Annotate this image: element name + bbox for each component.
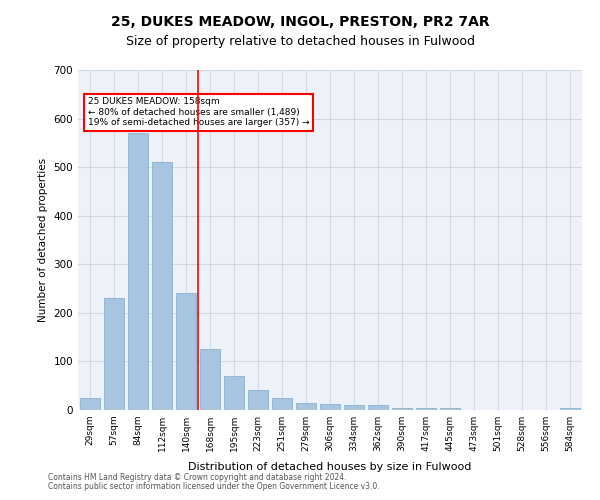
- Bar: [152, 162, 172, 410]
- Bar: [176, 294, 196, 410]
- Bar: [104, 298, 124, 410]
- Bar: [368, 405, 388, 410]
- Text: Contains HM Land Registry data © Crown copyright and database right 2024.: Contains HM Land Registry data © Crown c…: [48, 474, 347, 482]
- Bar: [200, 350, 220, 410]
- Text: Size of property relative to detached houses in Fulwood: Size of property relative to detached ho…: [125, 35, 475, 48]
- Text: Contains public sector information licensed under the Open Government Licence v3: Contains public sector information licen…: [48, 482, 380, 491]
- Bar: [272, 398, 292, 410]
- Bar: [320, 404, 340, 410]
- Bar: [344, 405, 364, 410]
- Bar: [80, 398, 100, 410]
- Text: 25, DUKES MEADOW, INGOL, PRESTON, PR2 7AR: 25, DUKES MEADOW, INGOL, PRESTON, PR2 7A…: [110, 15, 490, 29]
- Bar: [296, 402, 316, 410]
- Text: 25 DUKES MEADOW: 158sqm
← 80% of detached houses are smaller (1,489)
19% of semi: 25 DUKES MEADOW: 158sqm ← 80% of detache…: [88, 97, 310, 127]
- Bar: [248, 390, 268, 410]
- Y-axis label: Number of detached properties: Number of detached properties: [38, 158, 48, 322]
- Bar: [416, 408, 436, 410]
- Bar: [392, 408, 412, 410]
- Bar: [560, 408, 580, 410]
- Bar: [440, 408, 460, 410]
- Bar: [128, 133, 148, 410]
- X-axis label: Distribution of detached houses by size in Fulwood: Distribution of detached houses by size …: [188, 462, 472, 472]
- Bar: [224, 376, 244, 410]
